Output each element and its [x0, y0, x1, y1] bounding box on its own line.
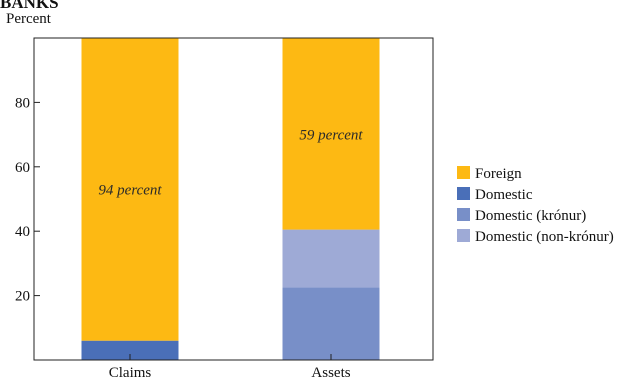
x-tick-label-claims: Claims	[109, 365, 152, 380]
bar-assets-domestic-kr-nur	[282, 287, 380, 360]
legend-label-domestic-kr-nur: Domestic (krónur)	[475, 208, 586, 224]
legend-swatch-domestic-non-kr-nur	[457, 229, 470, 242]
bar-annotations: 94 percent 59 percent	[98, 128, 363, 199]
legend-label-domestic-non-kr-nur: Domestic (non-krónur)	[475, 229, 614, 245]
annotation-assets: 59 percent	[299, 128, 363, 144]
legend-label-foreign: Foreign	[475, 166, 522, 182]
bar-claims-foreign	[81, 38, 179, 341]
y-tick-label-60: 60	[15, 160, 30, 176]
bar-assets-foreign	[282, 38, 380, 230]
bars-layer	[81, 38, 380, 360]
annotation-claims: 94 percent	[98, 182, 162, 198]
bar-assets-domestic-non-kr-nur	[282, 229, 380, 288]
y-axis-title: Percent	[6, 11, 52, 27]
legend-swatch-domestic-kr-nur	[457, 208, 470, 221]
plot-frame	[33, 37, 434, 361]
header-text: BANKS	[0, 0, 59, 12]
x-tick-label-assets: Assets	[311, 365, 350, 380]
bar-claims-domestic	[81, 340, 179, 360]
y-tick-label-80: 80	[15, 95, 30, 111]
x-axis: Claims Assets	[109, 354, 351, 380]
y-tick-label-20: 20	[15, 289, 30, 305]
y-axis: 20 40 60 80	[15, 95, 40, 305]
y-tick-label-40: 40	[15, 224, 30, 240]
legend-swatch-domestic	[457, 187, 470, 200]
legend-label-domestic: Domestic	[475, 187, 533, 203]
legend: Foreign Domestic Domestic (krónur) Domestic…	[457, 166, 614, 245]
legend-swatch-foreign	[457, 166, 470, 179]
